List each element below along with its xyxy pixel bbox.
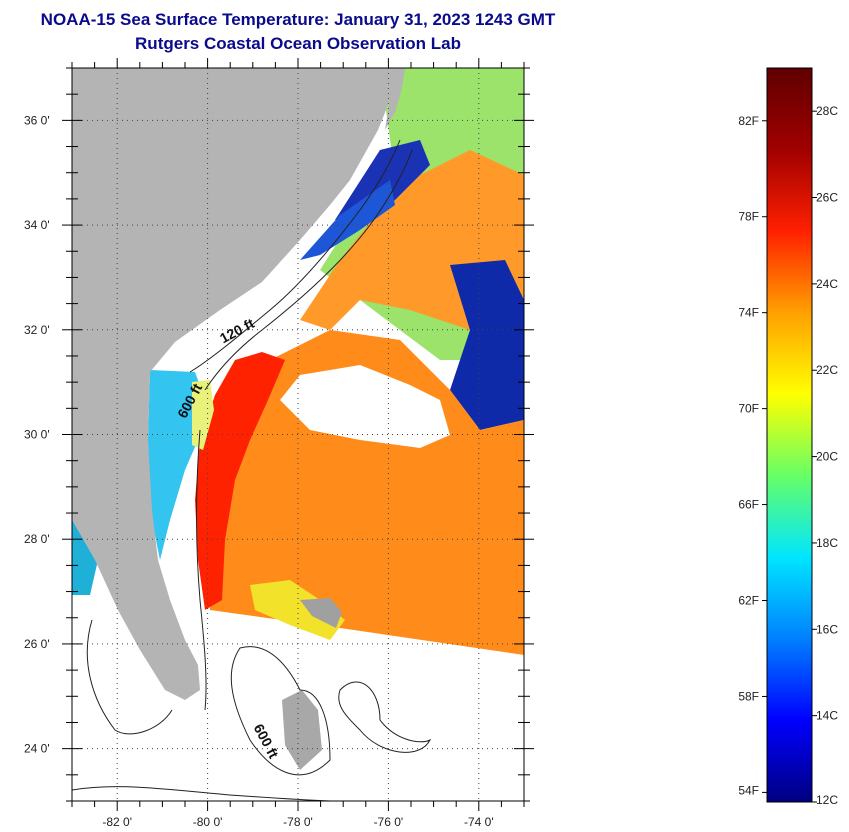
land-mass bbox=[72, 68, 395, 700]
ocean-cold-patch-north bbox=[335, 140, 430, 220]
celsius-tick-label: 16C bbox=[816, 622, 838, 636]
lon-tick-label: -82 0' bbox=[102, 815, 132, 829]
axis-labels: -82 0' -80 0' -78 0' -76 0' -74 0' 24 0' 26 0'… bbox=[24, 113, 494, 829]
land-north-cape bbox=[385, 68, 405, 130]
fahrenheit-tick-label: 82F bbox=[738, 114, 759, 128]
fahrenheit-tick-label: 62F bbox=[738, 594, 759, 608]
celsius-tick-label: 22C bbox=[816, 363, 838, 377]
bahama-bank-water bbox=[250, 580, 345, 640]
colorbar-ticks: 12C 14C 16C 18C 20C 22C 24C 26C 28C 54F 58F 62F 66F 7… bbox=[738, 104, 838, 807]
lat-tick-label: 34 0' bbox=[24, 218, 50, 232]
celsius-tick-label: 28C bbox=[816, 104, 838, 118]
contour-600ft-south bbox=[196, 429, 207, 711]
contour-600ft bbox=[204, 149, 413, 391]
celsius-tick-label: 24C bbox=[816, 277, 838, 291]
contour-120ft bbox=[189, 139, 401, 373]
fahrenheit-tick-label: 78F bbox=[738, 210, 759, 224]
map-title: NOAA-15 Sea Surface Temperature: January… bbox=[40, 10, 556, 29]
fahrenheit-tick-label: 70F bbox=[738, 402, 759, 416]
celsius-tick-label: 26C bbox=[816, 191, 838, 205]
fahrenheit-tick-label: 74F bbox=[738, 306, 759, 320]
florida-keys-outline bbox=[86, 619, 173, 735]
map-subtitle: Rutgers Coastal Ocean Observation Lab bbox=[135, 34, 461, 53]
bahama-bank-outline-2 bbox=[338, 681, 432, 753]
fahrenheit-tick-label: 58F bbox=[738, 689, 759, 703]
andros-island bbox=[282, 690, 322, 770]
lat-tick-label: 36 0' bbox=[24, 113, 50, 127]
celsius-tick-label: 12C bbox=[816, 793, 838, 807]
ocean-south-warm bbox=[205, 330, 524, 655]
lat-tick-label: 26 0' bbox=[24, 637, 50, 651]
near-shore-water bbox=[148, 370, 205, 560]
colorbar bbox=[766, 67, 813, 803]
lat-tick-label: 32 0' bbox=[24, 323, 50, 337]
cuba-outline bbox=[72, 786, 331, 801]
little-bahama-island bbox=[300, 598, 342, 628]
cloud-band bbox=[280, 365, 450, 448]
celsius-tick-label: 14C bbox=[816, 709, 838, 723]
shelf-cold-water bbox=[300, 180, 395, 260]
celsius-tick-label: 18C bbox=[816, 536, 838, 550]
celsius-tick-label: 20C bbox=[816, 450, 838, 464]
lat-tick-label: 28 0' bbox=[24, 532, 50, 546]
lat-tick-label: 24 0' bbox=[24, 742, 50, 756]
ocean-cold-patch-east bbox=[450, 260, 524, 430]
lat-tick-label: 30 0' bbox=[24, 428, 50, 442]
shelf-inner-water bbox=[192, 380, 214, 450]
bahama-bank-outline bbox=[230, 646, 331, 776]
fahrenheit-tick-label: 54F bbox=[738, 783, 759, 797]
lon-tick-label: -74 0' bbox=[464, 815, 494, 829]
fahrenheit-tick-label: 66F bbox=[738, 498, 759, 512]
lat-lon-grid bbox=[72, 68, 524, 801]
lon-tick-label: -80 0' bbox=[193, 815, 223, 829]
axis-ticks bbox=[62, 58, 534, 811]
lon-tick-label: -78 0' bbox=[283, 815, 313, 829]
gulf-stream bbox=[195, 352, 285, 610]
lon-tick-label: -76 0' bbox=[374, 815, 404, 829]
